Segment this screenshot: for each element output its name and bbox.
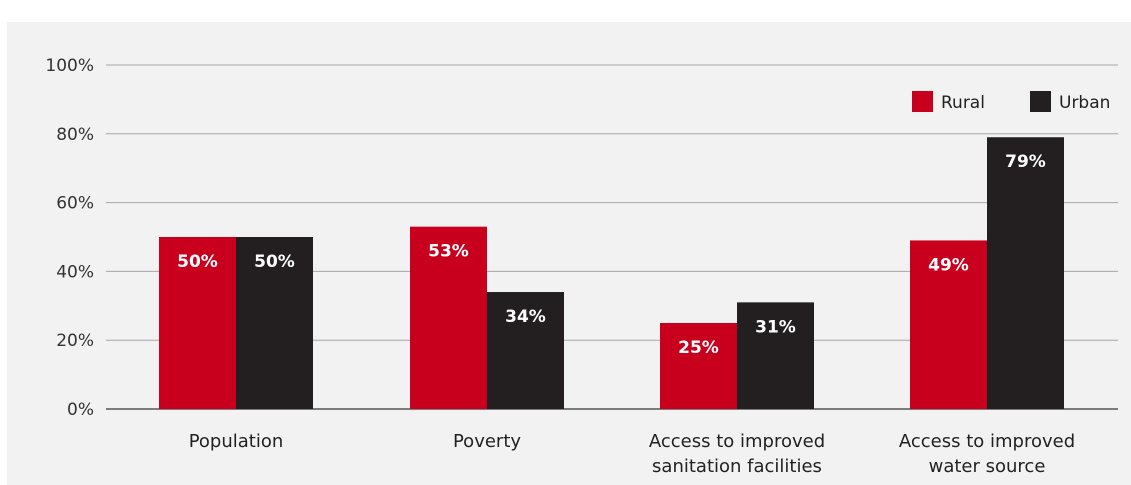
bar-value-label: 53% (428, 242, 469, 262)
bar-rural (410, 226, 487, 409)
y-tick-label: 80% (56, 125, 94, 145)
bar-value-label: 79% (1005, 152, 1046, 172)
bar-value-label: 25% (678, 338, 719, 358)
y-tick-label: 20% (56, 331, 94, 351)
y-tick-label: 0% (67, 400, 94, 420)
bar-rural (910, 240, 987, 409)
bar-rural (660, 323, 737, 409)
category-label: Access to improved (649, 431, 825, 452)
legend-swatch-urban (1030, 91, 1051, 112)
legend-swatch-rural (912, 91, 933, 112)
bars (159, 137, 1064, 410)
legend-label-rural: Rural (941, 93, 985, 113)
bar-labels: 50% 53% 25% 49% 50% 34% 31% 79% (177, 152, 1046, 358)
bar-value-label: 50% (177, 252, 218, 272)
legend-label-urban: Urban (1059, 93, 1110, 113)
bar-rural (159, 237, 236, 409)
legend: Rural Urban (912, 91, 1110, 113)
category-label: sanitation facilities (652, 456, 822, 477)
bar-urban (487, 292, 564, 409)
bar-urban (987, 137, 1064, 410)
y-tick-label: 60% (56, 194, 94, 214)
bar-value-label: 31% (755, 317, 796, 337)
y-axis-ticks: 0% 20% 40% 60% 80% 100% (45, 56, 94, 420)
bar-urban (236, 237, 313, 409)
category-label: Population (189, 431, 284, 452)
bar-value-label: 49% (928, 255, 969, 275)
category-label: water source (929, 456, 1046, 477)
y-tick-label: 40% (56, 262, 94, 282)
bar-urban (737, 302, 814, 409)
category-label: Poverty (453, 431, 521, 452)
category-label: Access to improved (899, 431, 1075, 452)
y-tick-label: 100% (45, 56, 94, 76)
bar-value-label: 50% (254, 252, 295, 272)
bar-value-label: 34% (505, 307, 546, 327)
category-labels: Population Poverty Access to improved sanit… (189, 431, 1075, 477)
